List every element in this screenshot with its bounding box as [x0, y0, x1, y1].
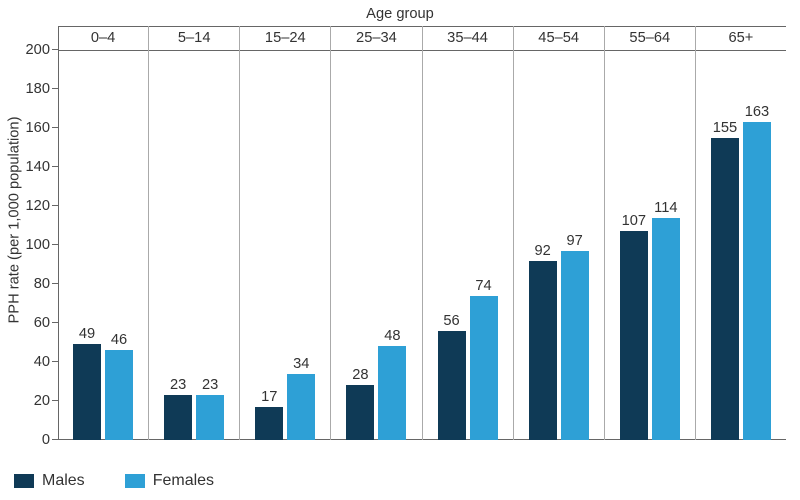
- bar-value-label: 155: [713, 120, 737, 136]
- bar-females: 23: [196, 395, 224, 440]
- y-axis-label: PPH rate (per 1,000 population): [4, 0, 24, 440]
- legend-label: Males: [42, 472, 85, 490]
- chart-panel: 107114: [605, 50, 696, 440]
- bar-males: 49: [73, 344, 101, 440]
- y-tick-label: 180: [14, 81, 50, 97]
- legend-item: Females: [125, 472, 214, 490]
- bar-value-label: 23: [170, 377, 186, 393]
- y-tick-label: 140: [14, 159, 50, 175]
- chart-panels: 494623231734284856749297107114155163: [58, 50, 786, 440]
- bar-value-label: 114: [654, 200, 677, 216]
- age-group-header-label: 5–14: [178, 30, 211, 46]
- bar-value-label: 28: [352, 367, 368, 383]
- chart-panel: 2323: [149, 50, 240, 440]
- age-group-header-row: 0–4 5–14 15–24 25–34 35–44 45–54 55–64 65+: [58, 26, 786, 50]
- bar-value-label: 97: [567, 233, 583, 249]
- y-axis-label-text: PPH rate (per 1,000 population): [6, 117, 22, 324]
- bar-males: 28: [346, 385, 374, 440]
- age-group-header-label: 35–44: [447, 30, 488, 46]
- bar-females: 48: [378, 346, 406, 440]
- bars-row: 2323: [149, 50, 239, 440]
- legend-swatch: [14, 474, 34, 488]
- bar-males: 17: [255, 407, 283, 440]
- age-group-header-label: 15–24: [265, 30, 306, 46]
- bar-value-label: 48: [384, 328, 400, 344]
- bar-females: 97: [561, 251, 589, 440]
- bars-row: 4946: [58, 50, 148, 440]
- age-group-header-cell: 25–34: [331, 26, 422, 50]
- chart-top-title: Age group: [0, 6, 800, 22]
- bar-value-label: 17: [261, 389, 277, 405]
- chart-legend: Males Females: [14, 472, 214, 490]
- bars-row: 107114: [605, 50, 695, 440]
- age-group-header-cell: 55–64: [605, 26, 696, 50]
- bar-males: 23: [164, 395, 192, 440]
- y-tick-label: 100: [14, 237, 50, 253]
- y-tick-label: 0: [14, 432, 50, 448]
- age-group-header-cell: 35–44: [423, 26, 514, 50]
- bar-value-label: 34: [293, 356, 309, 372]
- bars-row: 155163: [696, 50, 786, 440]
- age-group-header-cell: 65+: [696, 26, 786, 50]
- age-group-header-label: 0–4: [91, 30, 115, 46]
- age-group-header-label: 55–64: [629, 30, 670, 46]
- age-group-header-cell: 15–24: [240, 26, 331, 50]
- bar-value-label: 107: [622, 213, 646, 229]
- y-tick-label: 20: [14, 393, 50, 409]
- y-tick-label: 200: [14, 42, 50, 58]
- age-group-header-cell: 45–54: [514, 26, 605, 50]
- age-group-header-label: 25–34: [356, 30, 397, 46]
- bar-value-label: 163: [745, 104, 769, 120]
- bar-males: 107: [620, 231, 648, 440]
- bar-females: 114: [652, 218, 680, 440]
- bar-females: 163: [743, 122, 771, 440]
- legend-swatch: [125, 474, 145, 488]
- y-tick-label: 80: [14, 276, 50, 292]
- legend-label: Females: [153, 472, 214, 490]
- bar-males: 56: [438, 331, 466, 440]
- bar-females: 74: [470, 296, 498, 440]
- bar-value-label: 49: [79, 326, 95, 342]
- y-tick-label: 60: [14, 315, 50, 331]
- bar-females: 34: [287, 374, 315, 440]
- chart-panel: 5674: [423, 50, 514, 440]
- bar-value-label: 23: [202, 377, 218, 393]
- y-tick-label: 40: [14, 354, 50, 370]
- bar-value-label: 92: [535, 243, 551, 259]
- pph-rate-by-age-chart: Age group PPH rate (per 1,000 population…: [0, 0, 800, 500]
- age-group-header-cell: 5–14: [149, 26, 240, 50]
- legend-item: Males: [14, 472, 85, 490]
- age-group-header-label: 45–54: [538, 30, 579, 46]
- age-group-header-cell: 0–4: [58, 26, 149, 50]
- y-tick-label: 120: [14, 198, 50, 214]
- age-group-header-label: 65+: [729, 30, 754, 46]
- bar-males: 155: [711, 138, 739, 440]
- bars-row: 5674: [423, 50, 513, 440]
- bars-row: 9297: [514, 50, 604, 440]
- chart-panel: 2848: [331, 50, 422, 440]
- bar-value-label: 56: [443, 313, 459, 329]
- chart-panel: 155163: [696, 50, 786, 440]
- bars-row: 1734: [240, 50, 330, 440]
- plot-area: 0–45–1415–2425–3435–4445–5455–6465+ 0204…: [58, 26, 786, 440]
- chart-top-title-text: Age group: [366, 6, 434, 22]
- chart-panel: 4946: [58, 50, 149, 440]
- bar-females: 46: [105, 350, 133, 440]
- y-tick-label: 160: [14, 120, 50, 136]
- bar-males: 92: [529, 261, 557, 440]
- bar-value-label: 46: [111, 332, 127, 348]
- chart-panel: 1734: [240, 50, 331, 440]
- chart-panel: 9297: [514, 50, 605, 440]
- bar-value-label: 74: [475, 278, 491, 294]
- bars-row: 2848: [331, 50, 421, 440]
